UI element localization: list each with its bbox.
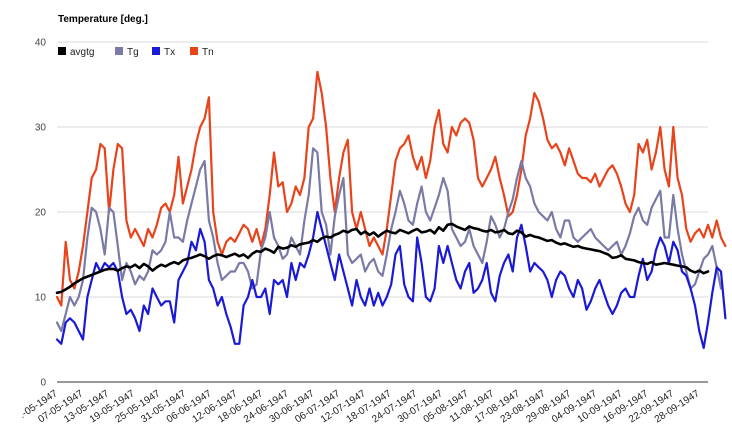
legend-swatch-avgtg xyxy=(58,47,66,55)
y-axis-ticks: 0 10 20 30 40 xyxy=(35,38,47,389)
y-tick-label: 40 xyxy=(35,38,47,49)
y-tick-label: 10 xyxy=(35,293,47,304)
legend-swatch-tn xyxy=(190,47,198,55)
series-line-tx xyxy=(55,210,727,350)
legend-label-avgtg: avgtg xyxy=(70,47,94,58)
series-lines xyxy=(55,70,727,350)
y-tick-label: 30 xyxy=(35,123,47,134)
series-line-avgtg xyxy=(55,222,710,295)
chart-title: Temperature [deg.] xyxy=(58,14,148,25)
y-tick-label: 0 xyxy=(40,378,46,389)
legend: avgtg Tg Tx Tn xyxy=(58,47,214,58)
x-axis-ticks: .-05-194707-05-194713-05-194719-05-19472… xyxy=(18,388,702,425)
series-line-tg xyxy=(55,147,723,333)
legend-label-tg: Tg xyxy=(127,47,139,58)
legend-label-tn: Tn xyxy=(202,47,214,58)
gridlines xyxy=(57,41,708,383)
legend-label-tx: Tx xyxy=(164,47,175,58)
y-tick-label: 20 xyxy=(35,208,47,219)
series-line-tn xyxy=(55,70,727,307)
legend-swatch-tg xyxy=(115,47,123,55)
legend-swatch-tx xyxy=(152,47,160,55)
